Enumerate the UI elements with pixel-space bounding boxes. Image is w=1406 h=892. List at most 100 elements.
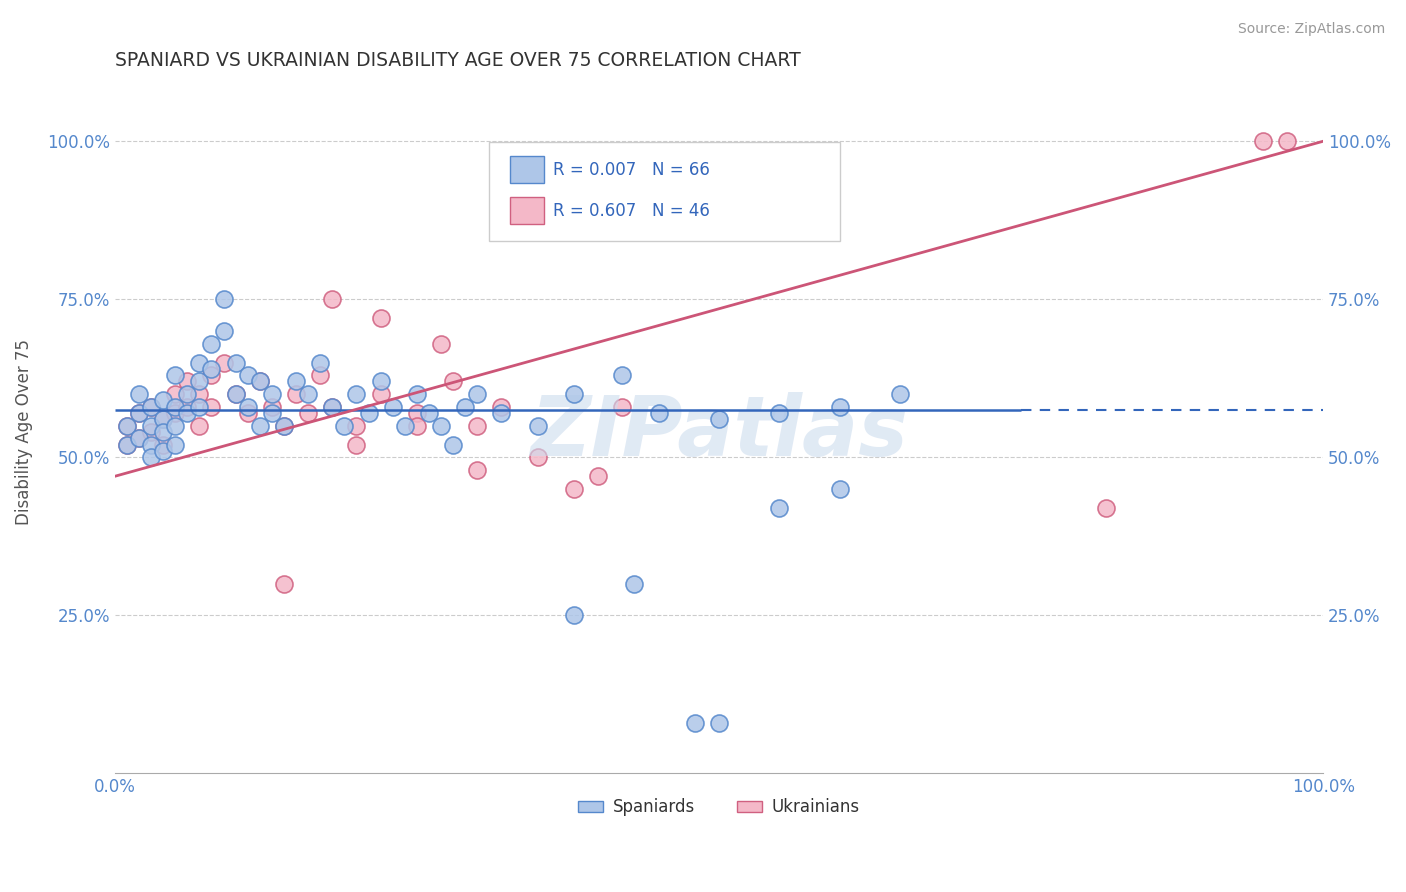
Point <box>249 375 271 389</box>
Point <box>828 482 851 496</box>
Point <box>212 324 235 338</box>
Point <box>188 387 211 401</box>
Point <box>188 355 211 369</box>
Point <box>370 387 392 401</box>
Point <box>212 355 235 369</box>
Point <box>346 438 368 452</box>
Point <box>225 355 247 369</box>
Text: SPANIARD VS UKRAINIAN DISABILITY AGE OVER 75 CORRELATION CHART: SPANIARD VS UKRAINIAN DISABILITY AGE OVE… <box>115 51 800 70</box>
Point <box>297 406 319 420</box>
Point <box>357 406 380 420</box>
Point <box>115 418 138 433</box>
Point <box>165 438 187 452</box>
Point <box>249 418 271 433</box>
Text: R = 0.007   N = 66: R = 0.007 N = 66 <box>554 161 710 179</box>
Point <box>200 400 222 414</box>
Point <box>454 400 477 414</box>
Point <box>260 406 283 420</box>
Point <box>225 387 247 401</box>
Point <box>612 368 634 383</box>
Point <box>828 400 851 414</box>
Point <box>405 387 427 401</box>
Point <box>273 576 295 591</box>
Point <box>200 368 222 383</box>
Point <box>465 463 488 477</box>
Point <box>526 418 548 433</box>
Point <box>1275 134 1298 148</box>
Point <box>418 406 440 420</box>
Point <box>405 418 427 433</box>
Point <box>260 400 283 414</box>
Point <box>236 400 259 414</box>
Point <box>152 438 174 452</box>
Point <box>152 444 174 458</box>
Point <box>309 368 332 383</box>
Point <box>273 418 295 433</box>
Point <box>768 500 790 515</box>
Point <box>562 608 585 623</box>
Point <box>562 387 585 401</box>
Point <box>465 387 488 401</box>
Point <box>430 336 453 351</box>
Point <box>152 425 174 439</box>
Point <box>394 418 416 433</box>
Point <box>165 387 187 401</box>
Point <box>260 387 283 401</box>
Point <box>285 375 308 389</box>
Point <box>128 431 150 445</box>
Point <box>562 482 585 496</box>
Point <box>176 375 198 389</box>
Point <box>1094 500 1116 515</box>
Point <box>152 412 174 426</box>
Point <box>188 375 211 389</box>
Point <box>236 406 259 420</box>
Point <box>370 375 392 389</box>
Point <box>405 406 427 420</box>
Point <box>491 400 513 414</box>
Point <box>346 418 368 433</box>
Point <box>647 406 669 420</box>
Point <box>430 418 453 433</box>
Point <box>321 400 343 414</box>
Point <box>623 576 645 591</box>
Point <box>683 715 706 730</box>
Point <box>346 387 368 401</box>
Point <box>139 450 162 465</box>
Point <box>333 418 356 433</box>
Point <box>526 450 548 465</box>
Point <box>381 400 404 414</box>
Point <box>441 438 464 452</box>
Point <box>321 293 343 307</box>
Point <box>128 431 150 445</box>
Point <box>139 400 162 414</box>
Point <box>225 387 247 401</box>
Legend: Spaniards, Ukrainians: Spaniards, Ukrainians <box>571 792 866 823</box>
Point <box>200 336 222 351</box>
Point <box>273 418 295 433</box>
Point <box>176 387 198 401</box>
Point <box>321 400 343 414</box>
FancyBboxPatch shape <box>489 142 839 241</box>
Point <box>152 412 174 426</box>
Point <box>309 355 332 369</box>
Point <box>249 375 271 389</box>
Bar <box>510 196 544 224</box>
Point <box>491 406 513 420</box>
Point <box>176 400 198 414</box>
Point <box>152 393 174 408</box>
Point <box>165 406 187 420</box>
Point <box>115 418 138 433</box>
Point <box>128 387 150 401</box>
Point <box>128 406 150 420</box>
Point <box>139 400 162 414</box>
Point <box>128 406 150 420</box>
Text: Source: ZipAtlas.com: Source: ZipAtlas.com <box>1237 22 1385 37</box>
Point <box>139 425 162 439</box>
Point <box>188 400 211 414</box>
Point <box>212 293 235 307</box>
Point <box>139 438 162 452</box>
Point <box>236 368 259 383</box>
Point <box>612 400 634 414</box>
Point <box>165 418 187 433</box>
Point <box>586 469 609 483</box>
